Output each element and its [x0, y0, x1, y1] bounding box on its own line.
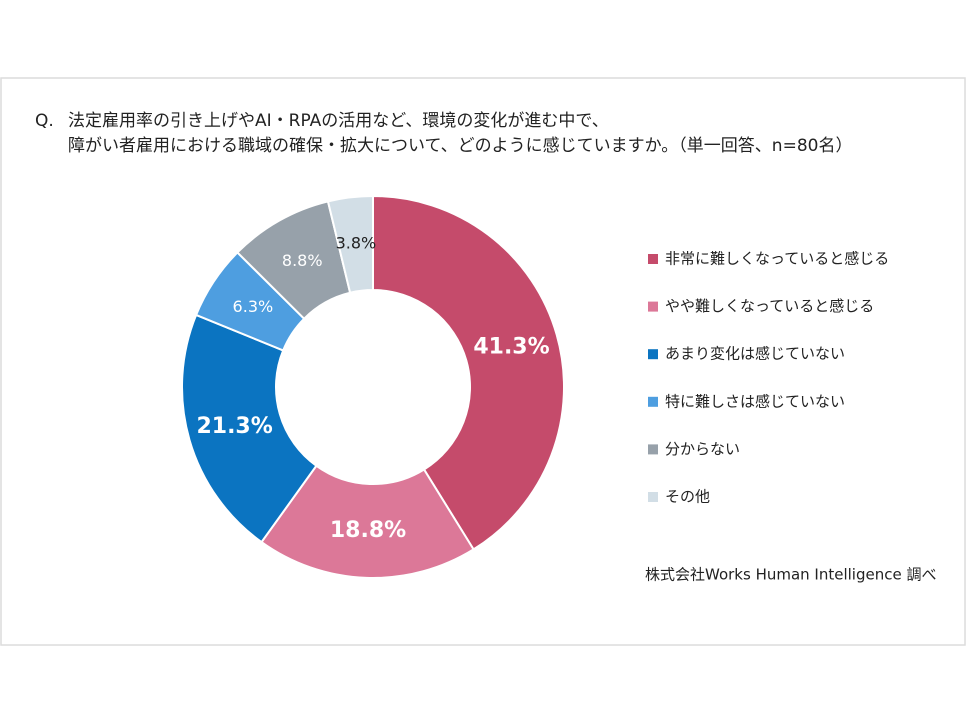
legend-label: 特に難しさは感じていない	[665, 392, 845, 410]
legend-swatch	[648, 492, 658, 502]
legend-label: 非常に難しくなっていると感じる	[665, 250, 889, 268]
legend-swatch	[648, 349, 658, 360]
chart-title: 障がい者雇用における職域の確保・拡大について、どのように感じていますか。（単一回…	[68, 136, 852, 156]
question-label: Q.	[35, 111, 54, 131]
legend-swatch	[648, 254, 658, 264]
source: 株式会社Works Human Intelligence 調べ	[645, 566, 936, 584]
legend-label: その他	[665, 488, 710, 506]
data-label: 8.8%	[282, 251, 323, 270]
donut-slice	[372, 194, 565, 551]
legend-label: あまり変化は感じていない	[665, 345, 845, 363]
data-label: 21.3%	[196, 414, 272, 439]
data-label: 6.3%	[233, 297, 274, 316]
legend-label: やや難しくなっていると感じる	[665, 297, 874, 315]
donut-slice	[260, 464, 475, 579]
chart-title: 法定雇用率の引き上げやAI・RPAの活用など、環境の変化が進む中で、	[68, 111, 609, 131]
data-label: 18.8%	[330, 518, 406, 543]
data-label: 3.8%	[336, 234, 377, 253]
legend-label: 分からない	[665, 440, 740, 458]
legend-swatch	[648, 301, 658, 312]
legend-swatch	[648, 444, 658, 455]
donut-slice	[181, 313, 318, 544]
data-label: 41.3%	[473, 335, 549, 360]
legend-swatch	[648, 396, 658, 407]
donut-slice	[326, 194, 374, 294]
